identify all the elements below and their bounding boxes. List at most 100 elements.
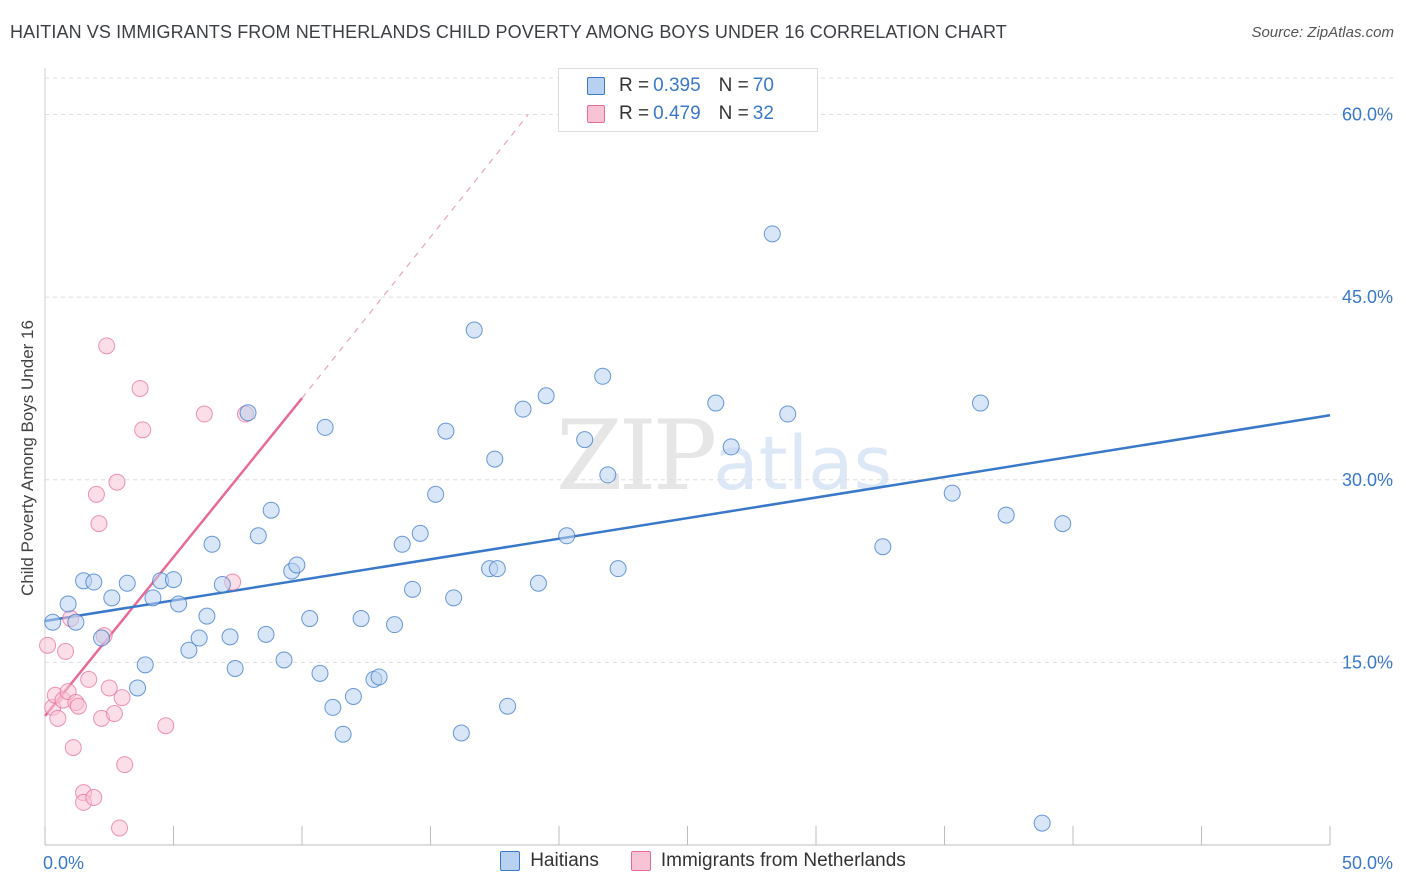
- watermark-zip: ZIP: [556, 400, 717, 512]
- legend-n-value: 70: [752, 75, 774, 96]
- netherlands-point: [195, 405, 213, 423]
- watermark: ZIPatlas: [556, 400, 892, 512]
- haitians-point: [599, 466, 617, 484]
- trend-lines: [44, 114, 1331, 717]
- series-legend: Haitians Immigrants from Netherlands: [0, 850, 1406, 872]
- haitians-point: [874, 538, 892, 556]
- haitians-point: [165, 571, 182, 589]
- haitians-point: [275, 651, 293, 669]
- legend-item-netherlands[interactable]: Immigrants from Netherlands: [630, 850, 906, 872]
- haitians-point: [465, 321, 483, 339]
- haitians-point: [452, 724, 470, 742]
- haitians-points: [44, 225, 1072, 832]
- gridlines: [45, 77, 1395, 663]
- legend-row-netherlands: R = 0.479 N = 32: [559, 100, 778, 128]
- haitians-point: [352, 610, 370, 628]
- haitians-trend-line: [44, 414, 1331, 623]
- netherlands-point: [105, 705, 123, 723]
- netherlands-point: [116, 756, 134, 774]
- netherlands-point: [111, 819, 129, 837]
- legend-r-value: 0.479: [653, 103, 701, 124]
- haitians-point: [144, 589, 162, 607]
- haitians-point: [198, 607, 216, 625]
- haitians-point: [257, 625, 275, 643]
- y-tick-labels: 15.0% 30.0% 45.0% 60.0%: [1342, 105, 1393, 673]
- haitians-point: [1054, 515, 1072, 533]
- netherlands-trend-line: [44, 397, 303, 717]
- x-tick-labels: 0.0% 50.0%: [43, 853, 1393, 873]
- netherlands-point: [87, 485, 105, 503]
- axes: [44, 68, 1331, 846]
- haitians-point: [118, 574, 136, 592]
- haitians-point: [576, 431, 594, 449]
- legend-row-haitians: R = 0.395 N = 70: [559, 72, 778, 100]
- netherlands-point: [157, 717, 175, 735]
- haitians-point: [411, 524, 429, 542]
- haitians-point: [486, 450, 504, 468]
- netherlands-point: [90, 515, 108, 533]
- haitians-point: [943, 484, 961, 502]
- haitians-point: [226, 659, 244, 677]
- netherlands-point: [113, 689, 131, 707]
- haitians-point: [514, 400, 532, 418]
- haitians-point: [445, 589, 463, 607]
- haitians-point: [529, 574, 547, 592]
- haitians-point: [221, 628, 239, 646]
- haitians-point: [609, 560, 627, 578]
- netherlands-point: [85, 789, 103, 807]
- netherlands-legend-swatch: [630, 851, 651, 871]
- netherlands-point: [57, 642, 75, 660]
- haitians-point: [316, 418, 334, 436]
- netherlands-point: [64, 739, 82, 757]
- haitians-point: [213, 575, 231, 593]
- haitians-point: [301, 610, 319, 628]
- haitians-point: [67, 613, 85, 631]
- netherlands-point: [131, 379, 149, 397]
- haitians-legend-swatch: [500, 851, 521, 871]
- legend-r-label: R =: [619, 103, 650, 124]
- chart-title: HAITIAN VS IMMIGRANTS FROM NETHERLANDS C…: [10, 22, 1007, 42]
- haitians-point: [537, 387, 555, 405]
- haitians-point: [85, 573, 103, 591]
- legend-n-label: N =: [718, 103, 749, 124]
- x-tick-label: 0.0%: [43, 853, 84, 873]
- netherlands-point: [100, 679, 118, 697]
- netherlands-point: [134, 421, 152, 439]
- legend-n-value: 32: [752, 103, 774, 124]
- haitians-point: [129, 679, 147, 697]
- haitians-point: [594, 367, 612, 385]
- haitians-point: [249, 527, 267, 545]
- haitians-point: [763, 225, 781, 243]
- haitians-point: [971, 394, 989, 412]
- haitians-point: [558, 527, 576, 545]
- netherlands-point: [49, 709, 67, 727]
- haitians-point: [288, 556, 306, 574]
- haitians-point: [324, 698, 342, 716]
- haitians-point: [386, 616, 404, 634]
- haitians-point: [180, 641, 198, 659]
- haitians-point: [1033, 814, 1051, 832]
- haitians-point: [93, 629, 111, 647]
- haitians-point: [427, 485, 445, 503]
- x-tick-label: 50.0%: [1342, 853, 1393, 873]
- haitians-point: [344, 687, 362, 705]
- legend-label-netherlands: Immigrants from Netherlands: [660, 850, 906, 871]
- legend-n-label: N =: [718, 75, 749, 96]
- haitians-point: [997, 506, 1015, 524]
- y-tick-label: 45.0%: [1342, 287, 1393, 307]
- legend-item-haitians[interactable]: Haitians: [500, 850, 599, 872]
- netherlands-point: [69, 697, 87, 715]
- y-tick-label: 60.0%: [1342, 105, 1393, 125]
- haitians-point: [707, 394, 725, 412]
- haitians-point: [311, 664, 329, 682]
- haitians-point: [203, 535, 221, 553]
- netherlands-swatch: [587, 105, 605, 123]
- legend-r-value: 0.395: [653, 75, 701, 96]
- y-tick-label: 30.0%: [1342, 470, 1393, 490]
- legend-r-label: R =: [619, 75, 650, 96]
- haitians-point: [170, 595, 188, 613]
- correlation-legend: R = 0.395 N = 70 R = 0.479 N = 32: [558, 68, 818, 132]
- y-tick-label: 15.0%: [1342, 652, 1393, 672]
- netherlands-point: [108, 473, 126, 491]
